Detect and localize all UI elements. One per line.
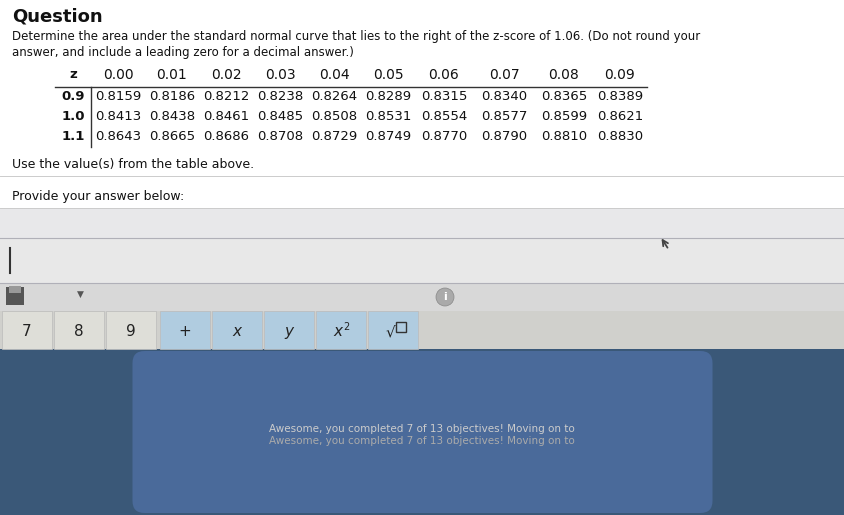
Bar: [0, 283, 844, 311]
Text: 0.8438: 0.8438: [149, 110, 195, 123]
Bar: [396, 322, 405, 332]
Text: 0.8238: 0.8238: [257, 90, 303, 103]
Text: 0.8315: 0.8315: [420, 90, 467, 103]
Bar: [160, 311, 210, 349]
Text: 0.08: 0.08: [548, 68, 579, 82]
Text: 0.8485: 0.8485: [257, 110, 303, 123]
Bar: [2, 311, 52, 349]
Text: i: i: [442, 293, 446, 302]
Text: 0.8749: 0.8749: [365, 130, 410, 143]
Text: 0.8708: 0.8708: [257, 130, 303, 143]
Text: 1.1: 1.1: [62, 130, 84, 143]
Bar: [54, 311, 104, 349]
Text: 0.8577: 0.8577: [480, 110, 527, 123]
Text: 0.04: 0.04: [318, 68, 349, 82]
Text: 0.09: 0.09: [604, 68, 635, 82]
Text: 0.8770: 0.8770: [420, 130, 467, 143]
Bar: [368, 311, 418, 349]
Circle shape: [436, 288, 453, 306]
Text: 0.8264: 0.8264: [311, 90, 357, 103]
Text: Question: Question: [12, 8, 102, 26]
Text: 0.8621: 0.8621: [596, 110, 642, 123]
Bar: [6, 287, 24, 305]
Bar: [212, 311, 262, 349]
Text: y: y: [284, 324, 293, 339]
Bar: [0, 208, 844, 238]
Text: 0.00: 0.00: [103, 68, 133, 82]
Text: 0.03: 0.03: [264, 68, 295, 82]
Text: 0.8790: 0.8790: [480, 130, 527, 143]
Bar: [0, 238, 844, 283]
Text: 0.8531: 0.8531: [365, 110, 411, 123]
Text: 0.9: 0.9: [61, 90, 84, 103]
Text: Determine the area under the standard normal curve that lies to the right of the: Determine the area under the standard no…: [12, 30, 700, 43]
Text: 0.06: 0.06: [428, 68, 459, 82]
Bar: [106, 311, 156, 349]
Text: 0.01: 0.01: [156, 68, 187, 82]
Text: Awesome, you completed 7 of 13 objectives! Moving on to: Awesome, you completed 7 of 13 objective…: [268, 436, 574, 445]
Text: 0.8186: 0.8186: [149, 90, 195, 103]
Text: 0.8365: 0.8365: [540, 90, 587, 103]
Text: 0.8599: 0.8599: [540, 110, 587, 123]
Bar: [0, 311, 844, 349]
Bar: [9, 286, 21, 293]
Bar: [0, 0, 844, 370]
Text: ▼: ▼: [77, 290, 84, 299]
Text: Use the value(s) from the table above.: Use the value(s) from the table above.: [12, 158, 254, 171]
Text: 8: 8: [74, 324, 84, 339]
Text: 0.8508: 0.8508: [311, 110, 357, 123]
Text: 0.8810: 0.8810: [540, 130, 587, 143]
Text: 0.8212: 0.8212: [203, 90, 249, 103]
Text: 9: 9: [126, 324, 136, 339]
Text: 0.05: 0.05: [372, 68, 403, 82]
Text: 0.02: 0.02: [210, 68, 241, 82]
FancyBboxPatch shape: [133, 351, 711, 513]
Text: answer, and include a leading zero for a decimal answer.): answer, and include a leading zero for a…: [12, 46, 354, 59]
Bar: [316, 311, 365, 349]
Text: 0.8389: 0.8389: [596, 90, 642, 103]
Text: √: √: [385, 324, 394, 339]
Text: x: x: [333, 324, 342, 339]
Text: +: +: [178, 324, 191, 339]
Text: x: x: [232, 324, 241, 339]
Text: z: z: [69, 68, 77, 81]
Text: 0.8289: 0.8289: [365, 90, 410, 103]
Text: 0.8729: 0.8729: [311, 130, 357, 143]
Text: 0.8554: 0.8554: [420, 110, 467, 123]
Text: Awesome, you completed 7 of 13 objectives! Moving on to: Awesome, you completed 7 of 13 objective…: [268, 424, 574, 434]
Text: 0.8643: 0.8643: [95, 130, 141, 143]
Text: 0.8830: 0.8830: [596, 130, 642, 143]
Bar: [0, 349, 844, 515]
Text: 0.8686: 0.8686: [203, 130, 249, 143]
Bar: [263, 311, 314, 349]
Text: 0.07: 0.07: [488, 68, 519, 82]
Text: 7: 7: [22, 324, 32, 339]
Text: 0.8159: 0.8159: [95, 90, 141, 103]
Text: 1.0: 1.0: [61, 110, 84, 123]
Text: Provide your answer below:: Provide your answer below:: [12, 190, 184, 203]
Text: 0.8340: 0.8340: [480, 90, 527, 103]
Text: 2: 2: [343, 322, 349, 332]
Text: 0.8665: 0.8665: [149, 130, 195, 143]
Text: 0.8461: 0.8461: [203, 110, 249, 123]
Text: 0.8413: 0.8413: [95, 110, 141, 123]
